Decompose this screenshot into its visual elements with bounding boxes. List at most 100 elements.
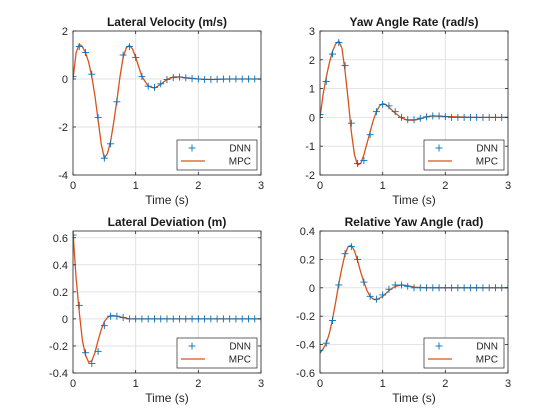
y-tick-label: -1	[305, 141, 315, 153]
x-tick-label: 1	[133, 378, 139, 390]
data-point-dnn	[188, 75, 196, 83]
data-point-dnn	[219, 75, 227, 83]
legend-swatch-dnn	[435, 144, 443, 152]
series-group	[320, 39, 508, 167]
data-point-dnn	[100, 322, 108, 330]
data-point-dnn	[244, 75, 252, 83]
data-point-dnn	[125, 315, 133, 323]
data-point-dnn	[157, 315, 165, 323]
data-point-dnn	[429, 284, 437, 292]
y-tick-label: 0.4	[300, 226, 315, 238]
data-point-dnn	[163, 315, 171, 323]
data-point-dnn	[366, 131, 374, 139]
legend-label-dnn: DNN	[229, 342, 251, 353]
chart-title: Lateral Deviation (m)	[108, 215, 227, 229]
data-point-dnn	[144, 315, 152, 323]
axes-box	[72, 230, 262, 374]
data-point-dnn	[441, 113, 449, 121]
data-point-dnn	[460, 284, 468, 292]
data-point-dnn	[94, 347, 102, 355]
data-point-dnn	[466, 113, 474, 121]
legend-label-dnn: DNN	[476, 342, 498, 353]
data-point-dnn	[150, 315, 158, 323]
y-tick-label: 3	[309, 26, 315, 38]
legend-swatch-dnn	[188, 144, 196, 152]
legend-label-dnn: DNN	[229, 144, 251, 155]
x-tick-label: 2	[442, 180, 448, 192]
data-point-dnn	[100, 154, 108, 162]
data-point-dnn	[320, 111, 324, 119]
x-tick-label: 0	[317, 378, 323, 390]
y-tick-label: -0.2	[49, 341, 68, 353]
data-point-dnn	[379, 100, 387, 108]
data-point-dnn	[385, 102, 393, 110]
data-point-dnn	[354, 255, 362, 263]
legend-label-mpc: MPC	[229, 157, 251, 168]
data-point-dnn	[113, 98, 121, 106]
data-point-dnn	[169, 315, 177, 323]
data-point-dnn	[138, 73, 146, 81]
data-point-dnn	[82, 49, 90, 57]
data-point-dnn	[132, 315, 140, 323]
legend-box	[176, 139, 258, 171]
data-point-dnn	[119, 51, 127, 59]
x-tick-label: 0	[70, 180, 76, 192]
legend-label-dnn: DNN	[476, 144, 498, 155]
data-point-dnn	[207, 315, 215, 323]
data-point-dnn	[416, 284, 424, 292]
legend-label-mpc: MPC	[229, 355, 251, 366]
y-tick-label: 0.4	[53, 260, 68, 272]
legend-box	[423, 139, 505, 171]
x-axis-label: Time (s)	[392, 391, 436, 405]
data-point-dnn	[150, 83, 158, 91]
y-tick-label: -0.2	[296, 311, 315, 323]
y-tick-label: 0	[62, 74, 68, 86]
data-point-dnn	[416, 114, 424, 122]
data-point-dnn	[448, 113, 456, 121]
y-tick-label: 2	[62, 26, 68, 38]
data-point-dnn	[125, 43, 133, 51]
legend-box	[176, 337, 258, 369]
chart-lateral-deviation-m: 0 1 2 3 -0.4 -0.2 0 0.2 0.4 0.6 Lateral Deviation …	[49, 215, 264, 405]
data-point-dnn	[372, 108, 380, 116]
chart-lateral-velocity-m-s: 0 1 2 3 -4 -2 0 2 Lateral Velocity (m/s) Time (s)…	[58, 15, 264, 207]
chart-relative-yaw-angle-rad: 0 1 2 3 -0.6 -0.4 -0.2 0 0.2 0.4 Relative Yaw Angl…	[296, 215, 511, 405]
data-point-dnn	[435, 284, 443, 292]
data-point-dnn	[201, 75, 209, 83]
data-point-dnn	[491, 113, 499, 121]
data-point-dnn	[201, 315, 209, 323]
data-point-dnn	[73, 231, 77, 239]
legend-swatch-dnn	[435, 342, 443, 350]
data-point-dnn	[448, 284, 456, 292]
data-point-dnn	[397, 281, 405, 289]
data-point-dnn	[441, 284, 449, 292]
data-point-dnn	[498, 284, 506, 292]
data-point-dnn	[479, 284, 487, 292]
data-point-dnn	[75, 43, 83, 51]
y-tick-label: -0.6	[296, 368, 315, 380]
y-tick-label: 0	[309, 112, 315, 124]
data-point-dnn	[341, 250, 349, 258]
data-point-dnn	[460, 113, 468, 121]
data-point-dnn	[322, 77, 330, 85]
data-point-dnn	[182, 315, 190, 323]
y-tick-label: 2	[309, 55, 315, 67]
data-point-dnn	[435, 112, 443, 120]
x-axis-label: Time (s)	[145, 391, 189, 405]
legend-label-mpc: MPC	[476, 355, 498, 366]
data-point-dnn	[82, 349, 90, 357]
y-tick-label: 0	[62, 314, 68, 326]
x-tick-label: 1	[380, 378, 386, 390]
data-point-dnn	[226, 75, 234, 83]
data-point-dnn	[75, 301, 83, 309]
x-tick-label: 1	[133, 180, 139, 192]
y-tick-label: -2	[58, 122, 68, 134]
y-tick-label: -0.4	[296, 340, 315, 352]
data-point-dnn	[73, 73, 77, 81]
data-point-dnn	[473, 113, 481, 121]
data-point-dnn	[485, 113, 493, 121]
y-tick-label: -4	[58, 170, 68, 182]
data-point-dnn	[385, 285, 393, 293]
legend: DNN MPC	[423, 337, 505, 369]
